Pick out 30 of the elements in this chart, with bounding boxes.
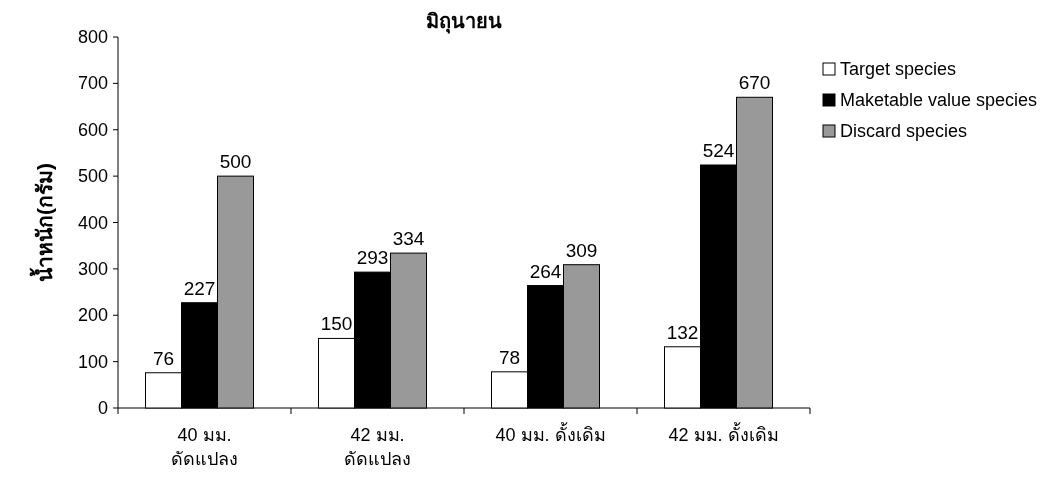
- y-tick-label: 0: [97, 398, 108, 418]
- x-tick-label: 40 มม. ดัดแปลง: [171, 425, 238, 469]
- data-label: 227: [183, 277, 216, 299]
- x-tick-label: 40 มม. ดั้งเดิม: [495, 422, 606, 445]
- data-label: 76: [152, 347, 175, 369]
- y-tick-label: 800: [77, 27, 108, 47]
- y-axis-title: น้ำหนัก(กรัม): [29, 163, 56, 282]
- y-tick-label: 700: [77, 73, 108, 94]
- data-label: 500: [219, 151, 252, 173]
- data-label: 524: [702, 139, 735, 161]
- x-tick-label: 42 มม. ดัดแปลง: [344, 425, 411, 469]
- data-label: 293: [356, 247, 389, 269]
- y-tick-label: 200: [77, 305, 108, 326]
- data-label: 264: [529, 260, 562, 282]
- y-tick-label: 600: [77, 119, 108, 140]
- y-tick-label: 100: [77, 351, 108, 372]
- data-label: 78: [498, 346, 521, 368]
- y-tick-label: 400: [77, 212, 108, 233]
- data-label: 309: [565, 239, 598, 261]
- data-label: 132: [666, 321, 699, 343]
- y-tick-label: 300: [77, 258, 108, 279]
- legend-label: Maketable value species: [840, 90, 1038, 110]
- y-tick-label: 500: [77, 166, 108, 187]
- legend-label: Discard species: [840, 121, 968, 141]
- x-tick-label: 42 มม. ดั้งเดิม: [668, 422, 779, 445]
- data-label: 150: [320, 313, 353, 335]
- legend-label: Target species: [840, 59, 957, 79]
- data-label: 670: [738, 72, 771, 94]
- data-label: 334: [392, 228, 425, 250]
- chart-title: มิถุนายน: [426, 10, 502, 34]
